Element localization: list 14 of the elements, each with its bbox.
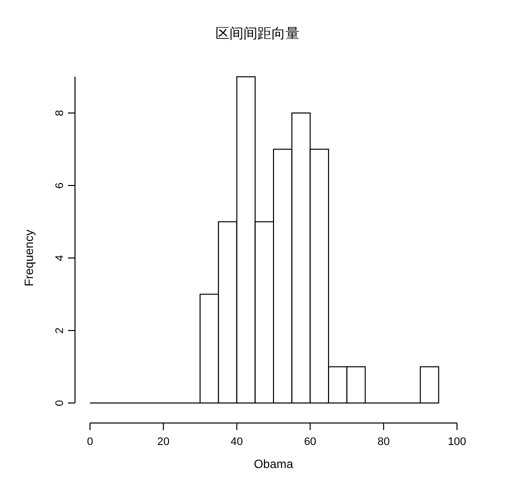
x-tick-label: 60 — [304, 436, 316, 448]
y-tick-label: 0 — [54, 400, 66, 406]
chart-title: 区间间距向量 — [216, 25, 300, 41]
y-axis-title: Frequency — [22, 230, 36, 286]
x-tick-label: 0 — [86, 436, 94, 448]
y-tick-label: 2 — [54, 327, 66, 334]
x-tick-label: 20 — [157, 436, 170, 448]
y-tick-label: 8 — [54, 110, 66, 116]
y-tick-label: 4 — [54, 254, 66, 262]
x-tick-label: 80 — [377, 436, 390, 448]
x-tick-label: 100 — [448, 436, 466, 448]
x-axis-title: Obama — [254, 457, 294, 471]
y-tick-label: 6 — [54, 182, 66, 189]
x-tick-label: 40 — [230, 436, 243, 448]
